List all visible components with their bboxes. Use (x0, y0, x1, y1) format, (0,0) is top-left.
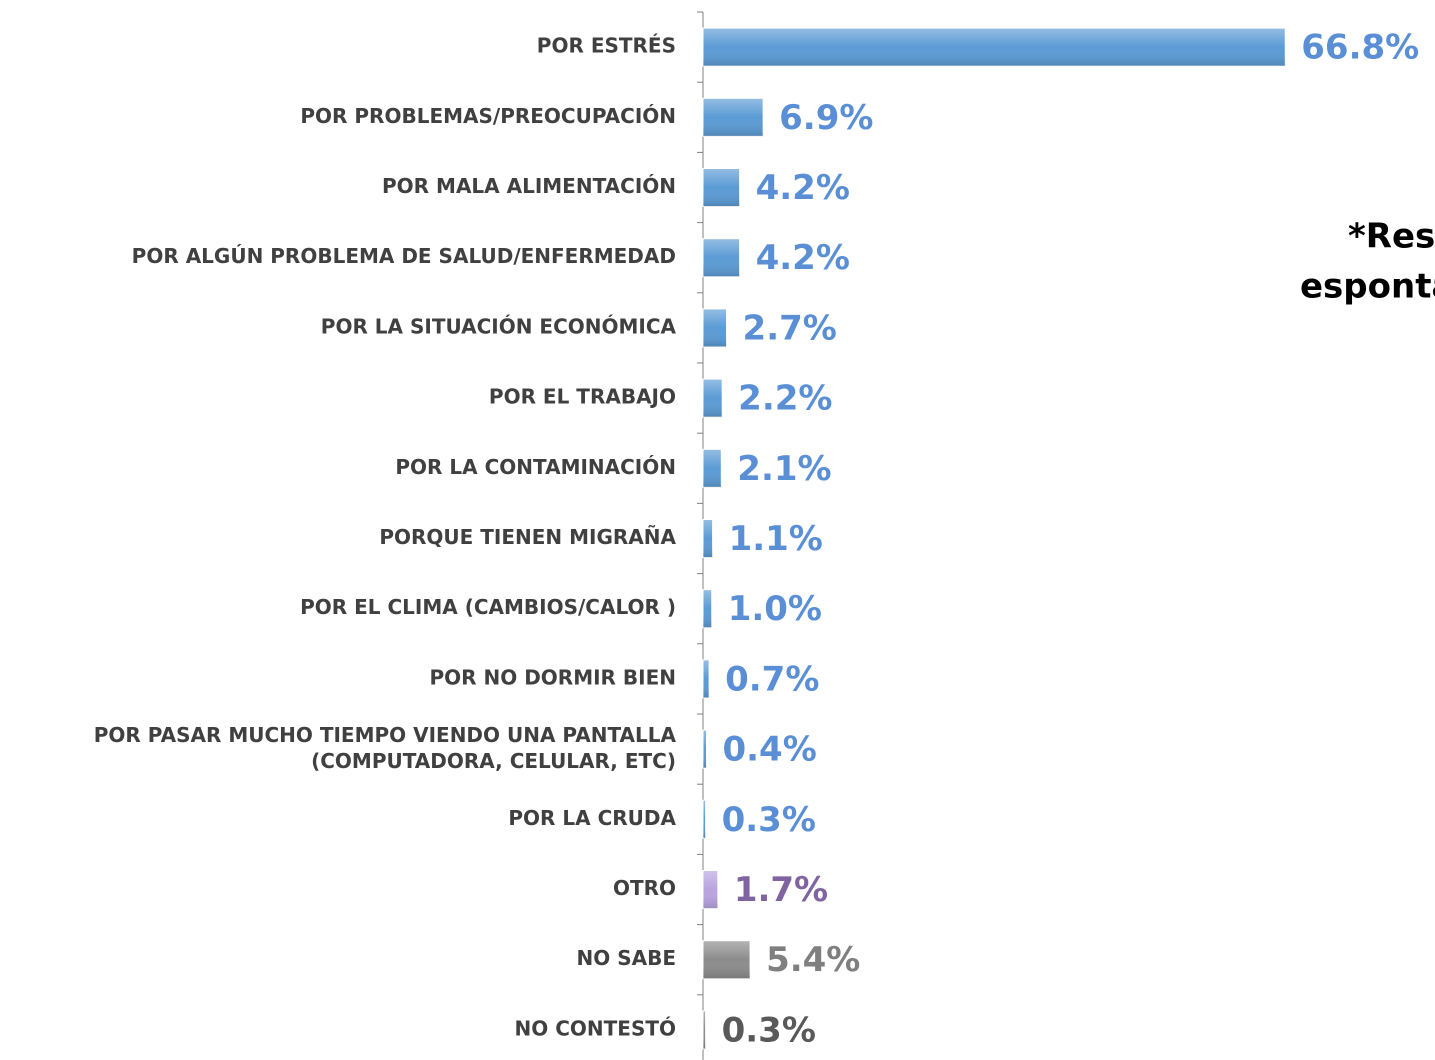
category-label: POR LA CRUDA (508, 806, 676, 830)
category-label: POR LA SITUACIÓN ECONÓMICA (321, 314, 677, 338)
category-label: NO SABE (577, 946, 677, 970)
bar-sheen (703, 28, 1286, 67)
category-label: PORQUE TIENEN MIGRAÑA (379, 525, 676, 549)
annotation: espontánea (1300, 267, 1435, 307)
category-label: POR EL CLIMA (CAMBIOS/CALOR ) (300, 595, 676, 619)
value-label: 0.3% (722, 1010, 816, 1050)
category-label: POR NO DORMIR BIEN (429, 665, 676, 689)
category-label: POR MALA ALIMENTACIÓN (382, 174, 676, 198)
category-label: POR PASAR MUCHO TIEMPO VIENDO UNA PANTAL… (94, 723, 677, 773)
value-label: 66.8% (1301, 28, 1419, 68)
bar-sheen (703, 659, 710, 698)
category-label: NO CONTESTÓ (515, 1016, 676, 1040)
bar-sheen (703, 730, 707, 769)
bar-sheen (703, 1010, 706, 1049)
annotation: *Respuesta (1348, 217, 1435, 257)
value-label: 4.2% (756, 168, 850, 208)
value-label: 0.4% (722, 730, 816, 770)
value-label: 1.1% (729, 519, 823, 559)
bar-sheen (703, 238, 740, 277)
value-label: 0.7% (725, 659, 819, 699)
category-label: POR ESTRÉS (537, 34, 676, 58)
value-label: 2.2% (738, 379, 832, 419)
value-label: 5.4% (766, 940, 860, 980)
value-label: 4.2% (756, 238, 850, 278)
category-label: POR EL TRABAJO (489, 385, 676, 409)
category-label: POR PROBLEMAS/PREOCUPACIÓN (300, 104, 676, 128)
bar-sheen (703, 168, 740, 207)
category-label: OTRO (613, 876, 676, 900)
bar-sheen (703, 308, 727, 347)
bar-sheen (703, 870, 718, 909)
bar-sheen (703, 589, 712, 628)
bar-sheen (703, 379, 723, 418)
category-label-line: (COMPUTADORA, CELULAR, ETC) (311, 749, 676, 773)
bar-sheen (703, 800, 706, 839)
bar-sheen (703, 519, 713, 558)
bar-sheen (703, 940, 751, 979)
category-label: POR LA CONTAMINACIÓN (395, 455, 676, 479)
value-label: 2.7% (743, 308, 837, 348)
category-label: POR ALGÚN PROBLEMA DE SALUD/ENFERMEDAD (132, 244, 676, 268)
value-label: 6.9% (779, 98, 873, 138)
value-label: 1.7% (734, 870, 828, 910)
value-label: 2.1% (737, 449, 831, 489)
bar-sheen (703, 449, 722, 488)
value-label: 1.0% (728, 589, 822, 629)
bar-sheen (703, 98, 764, 137)
value-label: 0.3% (722, 800, 816, 840)
category-label-line: POR PASAR MUCHO TIEMPO VIENDO UNA PANTAL… (94, 723, 677, 747)
